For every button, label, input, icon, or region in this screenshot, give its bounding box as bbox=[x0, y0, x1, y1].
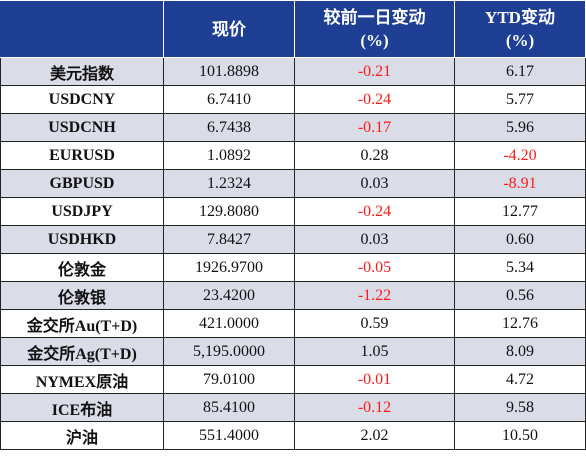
table-row: USDJPY 129.8080 -0.24 12.77 bbox=[0, 197, 586, 226]
ytd-change-cell: 9.58 bbox=[454, 393, 586, 422]
current-price-cell: 85.4100 bbox=[163, 393, 295, 422]
table-row: 美元指数 101.8898 -0.21 6.17 bbox=[0, 57, 586, 86]
table-row: NYMEX原油 79.0100 -0.01 4.72 bbox=[0, 365, 586, 394]
instrument-name-cell: USDHKD bbox=[0, 225, 164, 254]
market-data-table: 现价 较前一日变动 (%) YTD变动 (%) 美元指数 101.8898 -0.2… bbox=[0, 0, 586, 450]
instrument-name-cell: EURUSD bbox=[0, 141, 164, 170]
table-row: GBPUSD 1.2324 0.03 -8.91 bbox=[0, 169, 586, 198]
current-price-cell: 23.4200 bbox=[163, 281, 295, 310]
daily-change-cell: 2.02 bbox=[294, 421, 455, 450]
current-price-cell: 101.8898 bbox=[163, 57, 295, 86]
daily-change-cell: -0.01 bbox=[294, 365, 455, 394]
instrument-name-cell: 伦敦银 bbox=[0, 281, 164, 310]
daily-change-cell: -0.05 bbox=[294, 253, 455, 282]
ytd-change-cell: 5.34 bbox=[454, 253, 586, 282]
instrument-name-cell: 沪油 bbox=[0, 421, 164, 450]
daily-change-cell: 0.03 bbox=[294, 225, 455, 254]
table-row: USDHKD 7.8427 0.03 0.60 bbox=[0, 225, 586, 254]
current-price-cell: 7.8427 bbox=[163, 225, 295, 254]
current-price-cell: 421.0000 bbox=[163, 309, 295, 338]
table-row: EURUSD 1.0892 0.28 -4.20 bbox=[0, 141, 586, 170]
ytd-change-cell: 5.77 bbox=[454, 85, 586, 114]
instrument-name-cell: 伦敦金 bbox=[0, 253, 164, 282]
ytd-change-cell: 5.96 bbox=[454, 113, 586, 142]
table-row: ICE布油 85.4100 -0.12 9.58 bbox=[0, 393, 586, 422]
instrument-name-cell: USDCNH bbox=[0, 113, 164, 142]
header-blank-cell bbox=[0, 0, 164, 58]
daily-change-cell: 0.28 bbox=[294, 141, 455, 170]
current-price-cell: 79.0100 bbox=[163, 365, 295, 394]
instrument-name-cell: ICE布油 bbox=[0, 393, 164, 422]
table-row: 伦敦金 1926.9700 -0.05 5.34 bbox=[0, 253, 586, 282]
header-daily-change-label: 较前一日变动 bbox=[323, 8, 426, 27]
header-ytd-change-unit: (%) bbox=[505, 31, 535, 50]
header-ytd-change-label: YTD变动 bbox=[485, 8, 555, 27]
table-row: USDCNH 6.7438 -0.17 5.96 bbox=[0, 113, 586, 142]
table-header-row: 现价 较前一日变动 (%) YTD变动 (%) bbox=[0, 0, 586, 58]
current-price-cell: 6.7438 bbox=[163, 113, 295, 142]
instrument-name-cell: USDJPY bbox=[0, 197, 164, 226]
table-row: 金交所Au(T+D) 421.0000 0.59 12.76 bbox=[0, 309, 586, 338]
current-price-cell: 551.4000 bbox=[163, 421, 295, 450]
ytd-change-cell: -8.91 bbox=[454, 169, 586, 198]
daily-change-cell: -0.24 bbox=[294, 85, 455, 114]
daily-change-cell: -0.17 bbox=[294, 113, 455, 142]
header-ytd-change: YTD变动 (%) bbox=[454, 0, 586, 58]
header-daily-change: 较前一日变动 (%) bbox=[294, 0, 455, 58]
instrument-name-cell: GBPUSD bbox=[0, 169, 164, 198]
daily-change-cell: -0.24 bbox=[294, 197, 455, 226]
instrument-name-cell: 美元指数 bbox=[0, 57, 164, 86]
current-price-cell: 1926.9700 bbox=[163, 253, 295, 282]
instrument-name-cell: USDCNY bbox=[0, 85, 164, 114]
current-price-cell: 129.8080 bbox=[163, 197, 295, 226]
table-row: USDCNY 6.7410 -0.24 5.77 bbox=[0, 85, 586, 114]
daily-change-cell: -0.12 bbox=[294, 393, 455, 422]
header-current-price-label: 现价 bbox=[212, 19, 246, 39]
ytd-change-cell: 8.09 bbox=[454, 337, 586, 366]
daily-change-cell: -1.22 bbox=[294, 281, 455, 310]
ytd-change-cell: 0.56 bbox=[454, 281, 586, 310]
instrument-name-cell: 金交所Ag(T+D) bbox=[0, 337, 164, 366]
ytd-change-cell: 10.50 bbox=[454, 421, 586, 450]
ytd-change-cell: 12.76 bbox=[454, 309, 586, 338]
current-price-cell: 1.0892 bbox=[163, 141, 295, 170]
current-price-cell: 1.2324 bbox=[163, 169, 295, 198]
ytd-change-cell: 4.72 bbox=[454, 365, 586, 394]
current-price-cell: 5,195.0000 bbox=[163, 337, 295, 366]
table-body: 美元指数 101.8898 -0.21 6.17 USDCNY 6.7410 -0.24 5.… bbox=[0, 57, 586, 450]
ytd-change-cell: -4.20 bbox=[454, 141, 586, 170]
table-row: 沪油 551.4000 2.02 10.50 bbox=[0, 421, 586, 450]
daily-change-cell: 1.05 bbox=[294, 337, 455, 366]
instrument-name-cell: 金交所Au(T+D) bbox=[0, 309, 164, 338]
instrument-name-cell: NYMEX原油 bbox=[0, 365, 164, 394]
daily-change-cell: -0.21 bbox=[294, 57, 455, 86]
table-row: 伦敦银 23.4200 -1.22 0.56 bbox=[0, 281, 586, 310]
ytd-change-cell: 6.17 bbox=[454, 57, 586, 86]
table-row: 金交所Ag(T+D) 5,195.0000 1.05 8.09 bbox=[0, 337, 586, 366]
daily-change-cell: 0.03 bbox=[294, 169, 455, 198]
ytd-change-cell: 0.60 bbox=[454, 225, 586, 254]
header-current-price: 现价 bbox=[163, 0, 295, 58]
current-price-cell: 6.7410 bbox=[163, 85, 295, 114]
daily-change-cell: 0.59 bbox=[294, 309, 455, 338]
header-daily-change-unit: (%) bbox=[360, 31, 389, 50]
ytd-change-cell: 12.77 bbox=[454, 197, 586, 226]
